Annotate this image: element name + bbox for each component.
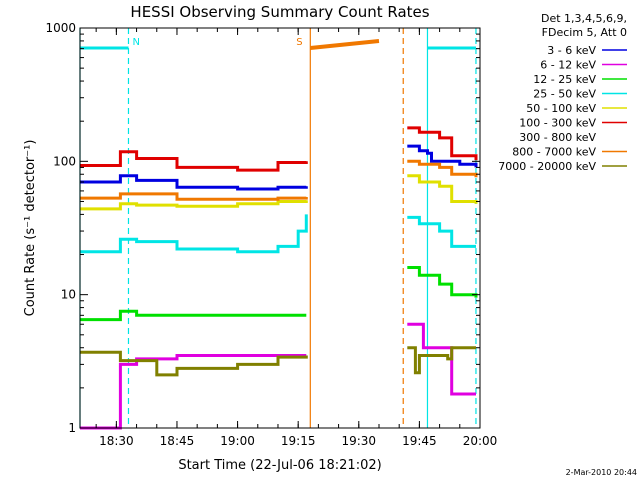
x-axis-label: Start Time (22-Jul-06 18:21:02)	[178, 458, 381, 473]
x-tick-label-2: 19:00	[220, 434, 255, 448]
x-tick-label-6: 20:00	[463, 434, 498, 448]
x-tick-label-4: 19:30	[341, 434, 376, 448]
series-line-1	[80, 322, 476, 430]
series-line-4	[80, 174, 478, 211]
flag-label-1: S	[296, 37, 302, 48]
x-tick-label-0: 18:30	[99, 434, 134, 448]
series-line-8	[80, 346, 476, 377]
y-tick-label-1: 10	[61, 288, 76, 302]
legend-label-0: 3 - 6 keV	[547, 44, 596, 57]
series-line-2	[80, 266, 478, 322]
x-tick-label-5: 19:45	[402, 434, 437, 448]
chart-title: HESSI Observing Summary Count Rates	[130, 3, 429, 21]
x-tick-label-1: 18:45	[160, 434, 195, 448]
y-axis-label: Count Rate (s⁻¹ detector⁻¹)	[23, 140, 38, 317]
y-tick-label-2: 100	[53, 154, 76, 168]
series-line-5	[80, 126, 478, 172]
flag-bar-1-0	[310, 39, 380, 50]
plot-frame	[79, 27, 481, 429]
legend-label-1: 6 - 12 keV	[540, 59, 596, 72]
legend-label-7: 800 - 7000 keV	[512, 146, 596, 159]
legend-label-8: 7000 - 20000 keV	[498, 160, 596, 173]
legend-header-line-1: Det 1,3,4,5,6,9,	[541, 12, 627, 25]
legend-label-5: 100 - 300 keV	[519, 117, 596, 130]
series-line-7	[80, 159, 478, 201]
series-line-3	[80, 214, 476, 254]
y-tick-label-3: 1000	[45, 21, 76, 35]
x-tick-label-3: 19:15	[281, 434, 316, 448]
legend-label-4: 50 - 100 keV	[526, 102, 596, 115]
legend-label-2: 12 - 25 keV	[533, 73, 596, 86]
timestamp: 2-Mar-2010 20:44	[566, 468, 637, 477]
series-line-0	[80, 144, 478, 191]
legend-label-3: 25 - 50 keV	[533, 88, 596, 101]
plot-area: N S 18:30 18:45 19:00 19:15 19:30 19:45 20:00 1 10…	[45, 21, 497, 448]
legend-header-line-2: FDecim 5, Att 0	[542, 26, 627, 39]
y-tick-label-0: 1	[68, 421, 76, 435]
legend-label-6: 300 - 800 keV	[519, 131, 596, 144]
flag-label-0: N	[132, 37, 139, 48]
